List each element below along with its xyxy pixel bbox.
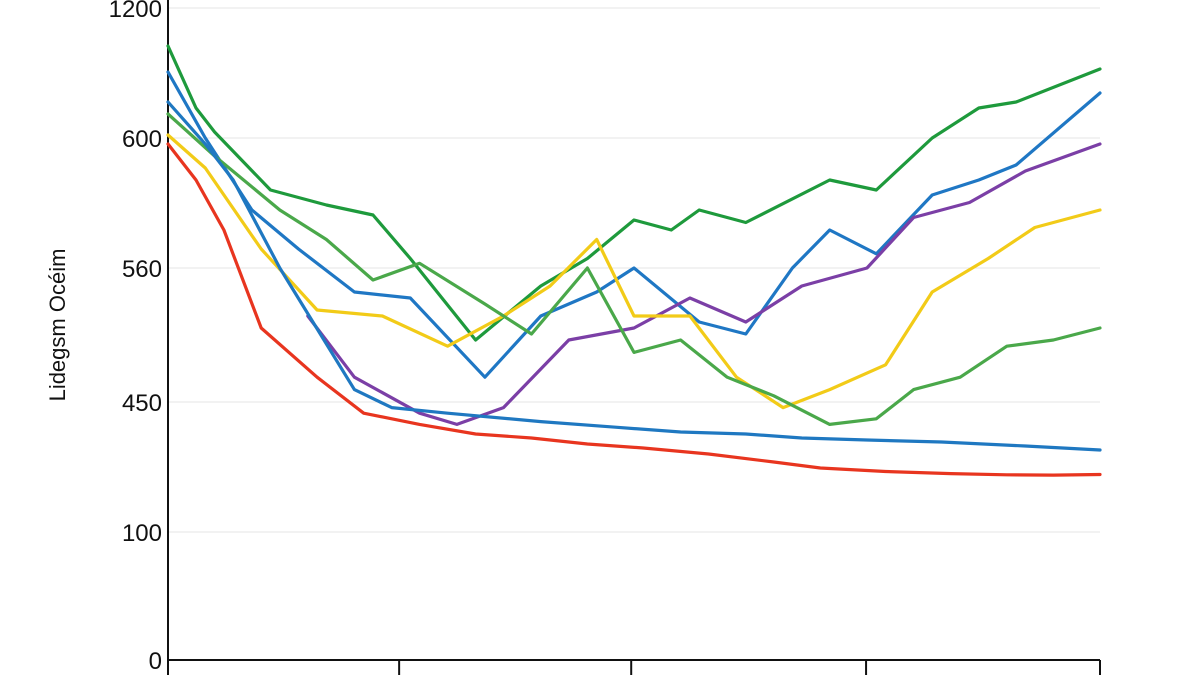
series-line-4 bbox=[166, 133, 1102, 410]
y-axis-label: Lidegsm Océim bbox=[45, 248, 70, 402]
series-lines bbox=[166, 44, 1102, 477]
y-tick-labels: 0 100 450 560 600 1200 bbox=[109, 0, 162, 675]
series-line-7 bbox=[166, 142, 1102, 477]
y-tick-label: 100 bbox=[122, 520, 162, 547]
series-line-2 bbox=[166, 70, 1102, 379]
y-tick-label: 0 bbox=[149, 648, 162, 675]
series-line-1 bbox=[166, 44, 1102, 342]
y-tick-label: 1200 bbox=[109, 0, 162, 23]
y-tick-label: 600 bbox=[122, 126, 162, 153]
series-line-3 bbox=[306, 142, 1102, 426]
series-line-5 bbox=[166, 112, 1102, 426]
y-tick-label: 450 bbox=[122, 390, 162, 417]
series-line-6 bbox=[166, 100, 1102, 452]
axes bbox=[167, 0, 1101, 675]
y-tick-label: 560 bbox=[122, 256, 162, 283]
